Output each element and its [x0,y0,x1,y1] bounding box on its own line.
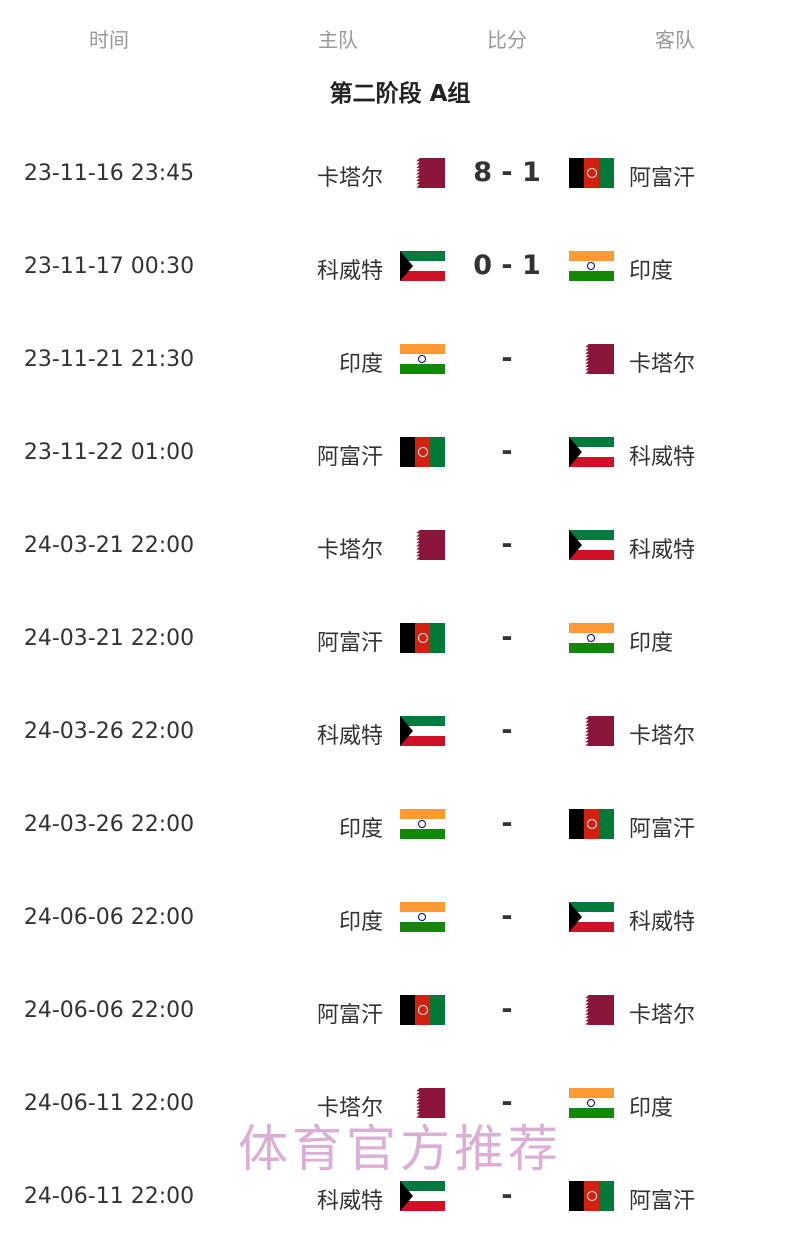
match-row[interactable]: 24-06-11 22:00 卡塔尔 - 印度 [0,1083,800,1123]
afghanistan-flag-icon [569,809,614,839]
match-score: 0 - 1 [473,250,541,281]
match-time: 24-03-26 22:00 [23,719,195,744]
india-flag-icon [400,809,445,839]
home-team: 卡塔尔 [316,1096,383,1121]
away-team: 阿富汗 [629,1189,696,1214]
away-team: 卡塔尔 [629,1003,696,1028]
afghanistan-flag-icon [400,623,445,653]
group-title: 第二阶段 A组 [329,81,471,107]
match-score: - [501,1180,513,1211]
home-team: 印度 [338,910,383,935]
match-score: - [501,436,513,467]
away-team: 印度 [629,259,674,284]
match-time: 23-11-16 23:45 [23,161,195,186]
afghanistan-flag-icon [569,158,614,188]
match-score: - [501,715,513,746]
match-time: 24-06-06 22:00 [23,998,195,1023]
home-team: 印度 [338,817,383,842]
match-time: 24-06-11 22:00 [23,1184,195,1209]
match-time: 24-03-21 22:00 [23,533,195,558]
match-row[interactable]: 23-11-16 23:45 卡塔尔 8 - 1 阿富汗 [0,153,800,193]
match-row[interactable]: 24-06-06 22:00 阿富汗 - 卡塔尔 [0,990,800,1030]
kuwait-flag-icon [400,251,445,281]
match-row[interactable]: 24-06-11 22:00 科威特 - 阿富汗 [0,1176,800,1216]
qatar-flag-icon [584,716,614,746]
home-team: 科威特 [316,724,383,749]
india-flag-icon [569,623,614,653]
kuwait-flag-icon [400,1181,445,1211]
match-time: 23-11-17 00:30 [23,254,195,279]
match-row[interactable]: 24-03-21 22:00 阿富汗 - 印度 [0,618,800,658]
match-row[interactable]: 24-03-26 22:00 科威特 - 卡塔尔 [0,711,800,751]
match-score: - [501,529,513,560]
header-time: 时间 [89,28,129,52]
afghanistan-flag-icon [569,1181,614,1211]
home-team: 印度 [338,352,383,377]
home-team: 卡塔尔 [316,538,383,563]
match-time: 24-06-06 22:00 [23,905,195,930]
match-score: - [501,1087,513,1118]
watermark: 体育官方推荐 [238,1120,562,1178]
match-row[interactable]: 24-03-21 22:00 卡塔尔 - 科威特 [0,525,800,565]
match-time: 24-06-11 22:00 [23,1091,195,1116]
qatar-flag-icon [415,1088,445,1118]
match-time: 24-03-21 22:00 [23,626,195,651]
match-score: - [501,622,513,653]
qatar-flag-icon [415,158,445,188]
home-team: 阿富汗 [316,445,383,470]
away-team: 阿富汗 [629,817,696,842]
match-time: 24-03-26 22:00 [23,812,195,837]
header-away: 客队 [655,28,695,52]
india-flag-icon [400,902,445,932]
kuwait-flag-icon [569,437,614,467]
away-team: 卡塔尔 [629,724,696,749]
match-row[interactable]: 23-11-21 21:30 印度 - 卡塔尔 [0,339,800,379]
away-team: 阿富汗 [629,166,696,191]
match-score: - [501,994,513,1025]
match-score: 8 - 1 [473,157,541,188]
header-home: 主队 [318,28,358,52]
india-flag-icon [400,344,445,374]
afghanistan-flag-icon [400,437,445,467]
match-row[interactable]: 24-03-26 22:00 印度 - 阿富汗 [0,804,800,844]
match-row[interactable]: 23-11-22 01:00 阿富汗 - 科威特 [0,432,800,472]
away-team: 印度 [629,1096,674,1121]
away-team: 印度 [629,631,674,656]
away-team: 科威特 [629,538,696,563]
match-time: 23-11-22 01:00 [23,440,195,465]
match-score: - [501,808,513,839]
kuwait-flag-icon [569,902,614,932]
india-flag-icon [569,1088,614,1118]
match-time: 23-11-21 21:30 [23,347,195,372]
india-flag-icon [569,251,614,281]
away-team: 卡塔尔 [629,352,696,377]
match-score: - [501,343,513,374]
home-team: 科威特 [316,259,383,284]
header-score: 比分 [487,28,527,52]
qatar-flag-icon [584,344,614,374]
away-team: 科威特 [629,910,696,935]
qatar-flag-icon [584,995,614,1025]
qatar-flag-icon [415,530,445,560]
home-team: 卡塔尔 [316,166,383,191]
match-row[interactable]: 24-06-06 22:00 印度 - 科威特 [0,897,800,937]
home-team: 阿富汗 [316,1003,383,1028]
afghanistan-flag-icon [400,995,445,1025]
away-team: 科威特 [629,445,696,470]
match-row[interactable]: 23-11-17 00:30 科威特 0 - 1 印度 [0,246,800,286]
kuwait-flag-icon [400,716,445,746]
kuwait-flag-icon [569,530,614,560]
home-team: 阿富汗 [316,631,383,656]
home-team: 科威特 [316,1189,383,1214]
match-score: - [501,901,513,932]
